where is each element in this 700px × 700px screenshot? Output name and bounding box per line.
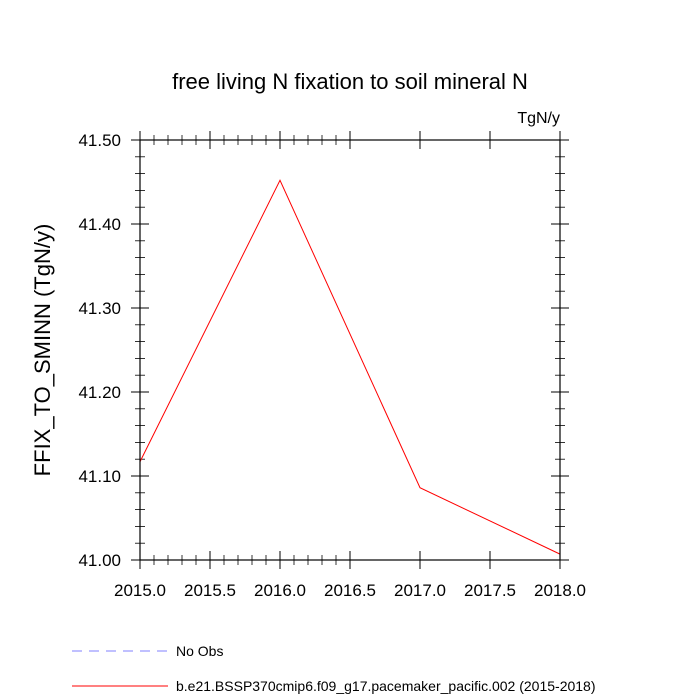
x-tick-label: 2017.0 — [394, 581, 446, 600]
legend-label-series: b.e21.BSSP370cmip6.f09_g17.pacemaker_pac… — [176, 678, 596, 694]
series-line — [139, 179, 561, 555]
x-tick-label: 2016.0 — [254, 581, 306, 600]
y-tick-label: 41.50 — [78, 131, 121, 150]
plot-frame — [139, 139, 561, 561]
chart-title: free living N fixation to soil mineral N — [172, 69, 528, 94]
x-tick-label: 2015.5 — [184, 581, 236, 600]
x-tick-label: 2016.5 — [324, 581, 376, 600]
legend-label-no-obs: No Obs — [176, 643, 223, 659]
x-tick-labels: 2015.0 2015.5 2016.0 2016.5 2017.0 2017.5 2018… — [114, 581, 586, 600]
x-tick-label: 2015.0 — [114, 581, 166, 600]
minor-ticks — [135, 135, 565, 565]
x-tick-label: 2017.5 — [464, 581, 516, 600]
y-tick-label: 41.30 — [78, 299, 121, 318]
y-tick-labels: 41.00 41.10 41.20 41.30 41.40 41.50 — [78, 131, 121, 570]
y-tick-label: 41.20 — [78, 383, 121, 402]
major-ticks — [131, 131, 569, 569]
series-layer — [139, 179, 561, 555]
y-tick-label: 41.10 — [78, 467, 121, 486]
y-tick-label: 41.40 — [78, 215, 121, 234]
legend: No Obs b.e21.BSSP370cmip6.f09_g17.pacema… — [72, 643, 596, 694]
units-label: TgN/y — [517, 110, 560, 127]
x-tick-label: 2018.0 — [534, 581, 586, 600]
y-axis-title: FFIX_TO_SMINN (TgN/y) — [30, 224, 55, 477]
y-tick-label: 41.00 — [78, 551, 121, 570]
